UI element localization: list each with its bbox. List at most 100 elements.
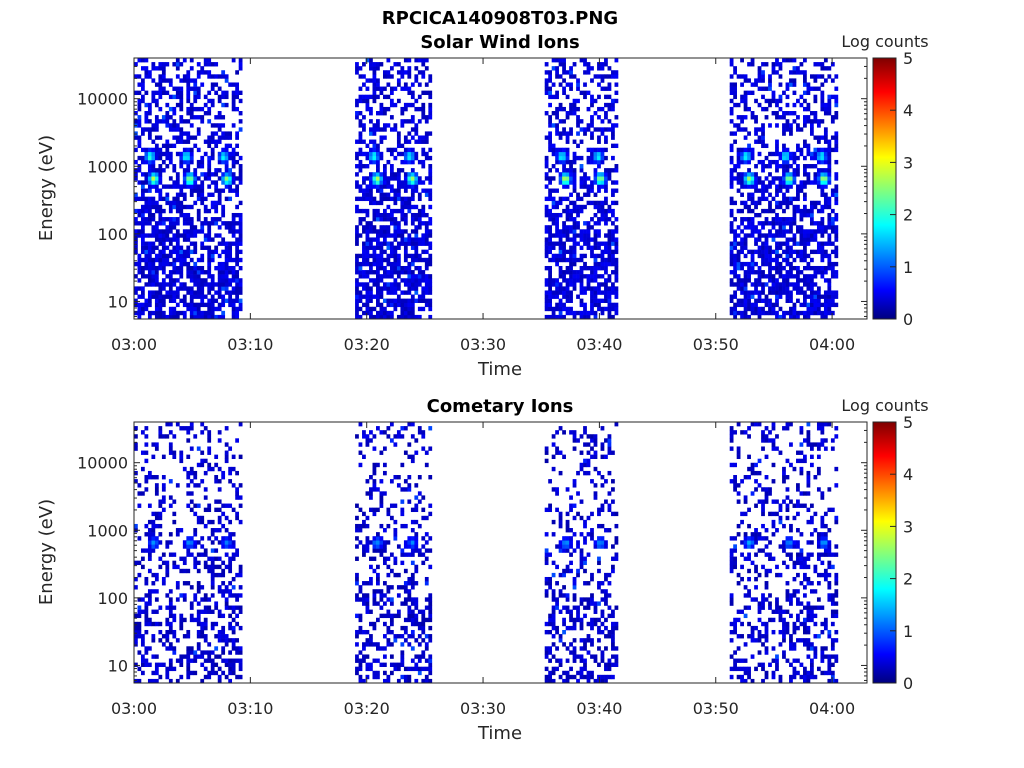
spectrogram-cell (231, 290, 236, 295)
spectrogram-cell (775, 310, 779, 316)
spectrogram-cell (583, 229, 587, 234)
spectrogram-cell (785, 147, 790, 153)
spectrogram-cell (611, 253, 615, 259)
spectrogram-cell (147, 298, 152, 303)
spectrogram-cell (813, 294, 818, 299)
spectrogram-cell (372, 74, 377, 79)
spectrogram-cell (196, 90, 201, 96)
spectrogram-cell (154, 609, 159, 614)
spectrogram-cell (569, 74, 573, 79)
spectrogram-cell (414, 225, 419, 230)
spectrogram-cell (551, 66, 556, 71)
spectrogram-cell (604, 168, 608, 173)
spectrogram-cell (238, 286, 243, 291)
spectrogram-cell (562, 78, 566, 83)
spectrogram-cell (729, 257, 734, 263)
spectrogram-cell (775, 270, 779, 275)
spectrogram-cell (154, 168, 159, 173)
spectrogram-cell (428, 245, 433, 250)
spectrogram-cell (410, 540, 415, 545)
spectrogram-cell (410, 127, 415, 132)
spectrogram-cell (200, 253, 205, 259)
spectrogram-cell (221, 102, 226, 108)
spectrogram-cell (172, 184, 177, 189)
spectrogram-cell (231, 241, 236, 246)
spectrogram-cell (144, 629, 149, 635)
spectrogram-cell (154, 90, 159, 96)
spectrogram-cell (816, 208, 821, 214)
spectrogram-cell (403, 155, 408, 161)
spectrogram-cell (407, 487, 412, 492)
spectrogram-cell (200, 66, 205, 71)
spectrogram-cell (376, 290, 380, 295)
spectrogram-cell (820, 225, 825, 230)
spectrogram-cell (803, 70, 807, 75)
spectrogram-cell (414, 495, 419, 500)
spectrogram-cell (154, 135, 159, 140)
spectrogram-cell (775, 139, 779, 144)
spectrogram-cell (593, 290, 598, 295)
spectrogram-cell (365, 310, 370, 316)
spectrogram-cell (393, 229, 398, 234)
spectrogram-cell (778, 155, 783, 161)
spectrogram-cell (355, 151, 359, 157)
spectrogram-cell (217, 192, 222, 197)
spectrogram-cell (161, 245, 166, 250)
spectrogram-cell (600, 62, 605, 67)
spectrogram-cell (736, 176, 741, 181)
spectrogram-cell (424, 225, 429, 230)
spectrogram-cell (555, 212, 559, 218)
spectrogram-cell (137, 314, 142, 320)
spectrogram-cell (590, 278, 594, 283)
spectrogram-cell (210, 609, 215, 614)
spectrogram-cell (816, 62, 821, 67)
spectrogram-cell (782, 176, 786, 181)
spectrogram-cell (604, 278, 608, 283)
spectrogram-cell (186, 180, 191, 185)
spectrogram-cell (172, 314, 177, 320)
spectrogram-cell (785, 237, 790, 242)
spectrogram-cell (217, 430, 222, 435)
spectrogram-cell (134, 286, 138, 291)
spectrogram-cell (768, 172, 772, 177)
spectrogram-cell (134, 196, 138, 202)
spectrogram-cell (203, 70, 208, 75)
spectrogram-cell (196, 164, 201, 169)
spectrogram-cell (179, 127, 184, 132)
spectrogram-cells (134, 422, 839, 684)
spectrogram-cell (806, 265, 811, 271)
spectrogram-cell (224, 180, 229, 185)
spectrogram-cell (593, 98, 598, 104)
spectrogram-cell (421, 629, 426, 635)
spectrogram-cell (235, 491, 240, 496)
spectrogram-cell (238, 127, 243, 132)
spectrogram-cell (140, 286, 145, 291)
spectrogram-cell (151, 290, 156, 295)
spectrogram-cell (376, 576, 380, 582)
spectrogram-cell (820, 184, 825, 189)
spectrogram-cell (555, 66, 559, 71)
spectrogram-cell (210, 528, 215, 533)
spectrogram-cell (393, 638, 398, 643)
spectrogram-cell (736, 274, 741, 279)
spectrogram-cell (548, 278, 552, 283)
spectrogram-cell (203, 605, 208, 610)
spectrogram-cell (196, 74, 201, 79)
spectrogram-cell (376, 674, 380, 680)
spectrogram-cell (757, 314, 762, 320)
spectrogram-cell (154, 253, 159, 259)
spectrogram-cell (386, 629, 391, 635)
spectrogram-cell (569, 86, 573, 91)
spectrogram-cell (775, 159, 779, 165)
spectrogram-cell (358, 217, 363, 222)
spectrogram-cell (816, 168, 821, 173)
spectrogram-cell (414, 155, 419, 161)
spectrogram-cell (224, 265, 229, 271)
spectrogram-cell (189, 306, 194, 312)
spectrogram-cell (231, 270, 236, 275)
spectrogram-cell (614, 123, 619, 128)
spectrogram-cell (562, 302, 566, 308)
spectrogram-cell (572, 102, 577, 108)
spectrogram-cell (168, 621, 173, 627)
spectrogram-cell (186, 86, 191, 91)
